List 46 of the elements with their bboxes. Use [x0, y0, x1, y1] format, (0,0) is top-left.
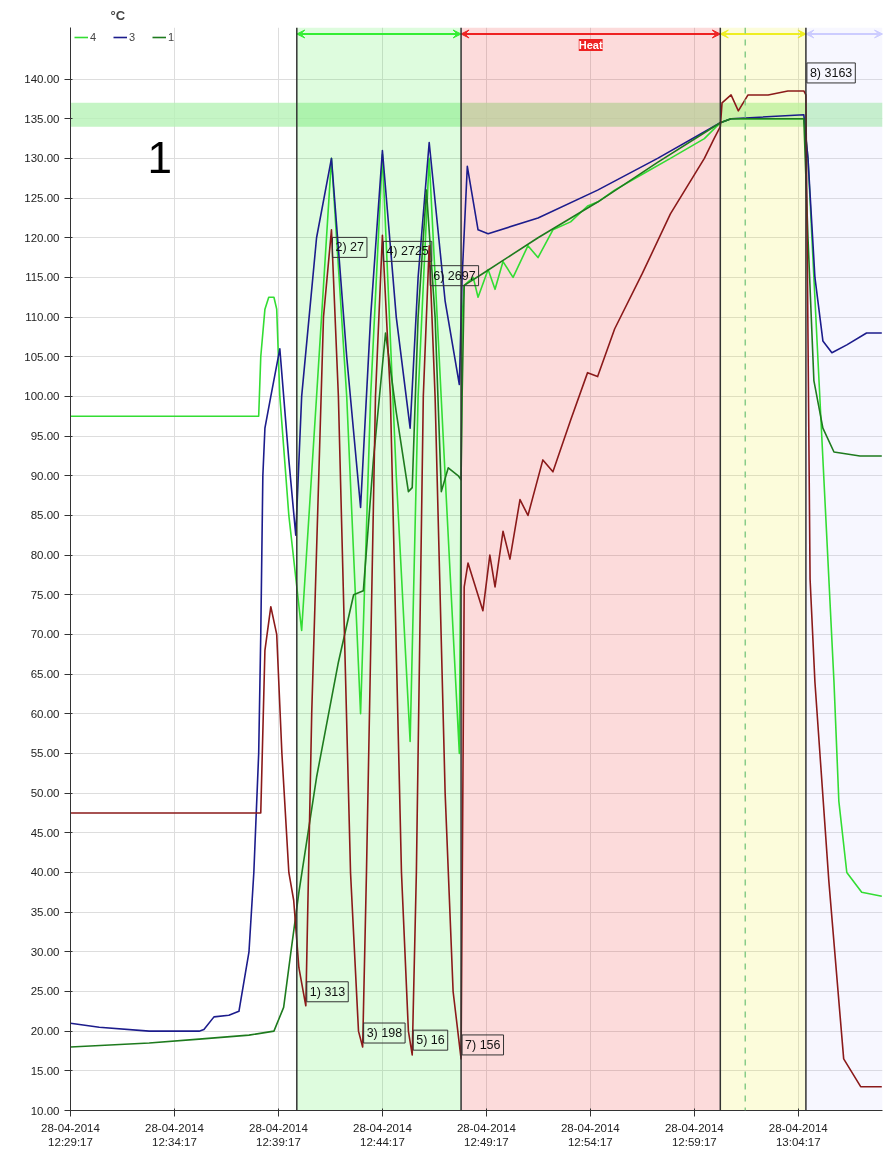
y-tick-label: 20.00	[30, 1025, 60, 1038]
y-tick-label: 135.00	[24, 112, 60, 125]
y-tick-label: 15.00	[30, 1064, 60, 1077]
y-tick-label: 140.00	[24, 73, 60, 86]
x-tick-label: 28-04-2014 12:34:17	[145, 1121, 205, 1148]
y-axis-title: °C	[110, 7, 126, 23]
y-tick-label: 110.00	[25, 311, 60, 324]
x-tick-label: 28-04-2014 12:39:17	[249, 1121, 309, 1148]
y-tick-label: 60.00	[30, 707, 60, 720]
y-tick-label: 25.00	[30, 985, 60, 998]
legend-label: 4	[90, 31, 98, 43]
annotation: 7) 156	[465, 1037, 501, 1052]
y-tick-label: 115.00	[25, 271, 60, 284]
annotation: 5) 16	[416, 1033, 445, 1048]
legend-label: 1	[168, 31, 176, 43]
x-tick-label: 28-04-2014 12:49:17	[456, 1121, 517, 1148]
y-tick-label: 85.00	[30, 509, 60, 522]
y-tick-label: 100.00	[24, 390, 60, 403]
x-tick-label: 28-04-2014 12:29:17	[41, 1121, 101, 1148]
annotation: 1) 313	[309, 984, 346, 999]
y-tick-label: 30.00	[30, 945, 60, 958]
x-tick-label: 28-04-2014 12:54:17	[560, 1121, 621, 1148]
annotation: 1	[147, 132, 173, 182]
y-tick-label: 10.00	[30, 1104, 60, 1117]
y-tick-label: 75.00	[30, 588, 60, 601]
legend-label: 3	[129, 31, 137, 43]
y-tick-label: 35.00	[30, 906, 60, 919]
band-label: Heat	[578, 39, 603, 51]
x-tick-label: 28-04-2014 12:59:17	[664, 1121, 725, 1148]
y-tick-label: 130.00	[24, 152, 60, 165]
x-tick-label: 28-04-2014 13:04:17	[768, 1121, 829, 1148]
y-tick-label: 125.00	[24, 192, 60, 205]
annotation: 8) 3163	[809, 65, 853, 80]
y-tick-label: 90.00	[30, 469, 60, 482]
y-tick-label: 105.00	[24, 350, 60, 363]
y-tick-label: 95.00	[30, 430, 60, 443]
y-tick-label: 55.00	[30, 747, 60, 760]
y-tick-label: 45.00	[30, 826, 60, 839]
y-tick-label: 40.00	[30, 866, 60, 879]
y-tick-label: 70.00	[30, 628, 60, 641]
y-tick-label: 120.00	[24, 231, 60, 244]
y-tick-label: 50.00	[30, 787, 60, 800]
x-tick-label: 28-04-2014 12:44:17	[353, 1121, 413, 1148]
annotation: 3) 198	[366, 1026, 403, 1041]
y-tick-label: 80.00	[30, 549, 60, 562]
y-tick-label: 65.00	[30, 668, 60, 681]
